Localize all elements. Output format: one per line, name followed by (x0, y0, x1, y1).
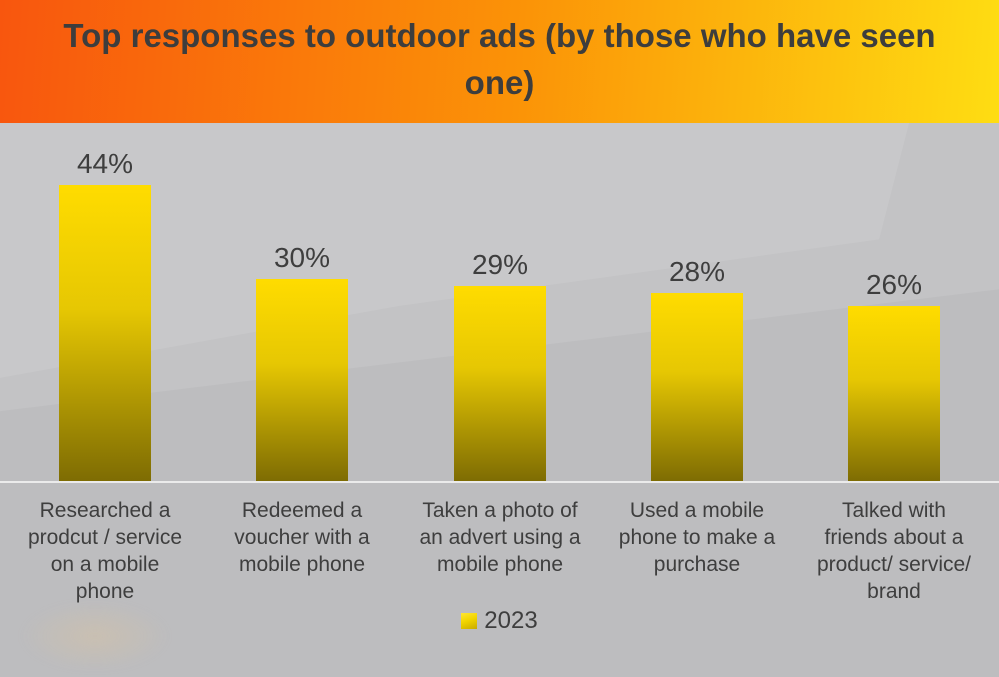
bar-2023-5 (848, 306, 940, 481)
bar-value-label: 44% (76, 148, 134, 179)
bar-2023-4 (651, 293, 743, 481)
legend: 2023 (0, 607, 999, 635)
bar-2023-2 (256, 279, 348, 481)
bar-chart: 44% 30% 29% 28% 26% Researched a prodcut / se… (0, 123, 999, 677)
category-label: Redeemed a voucher with a mobile phone (234, 499, 370, 576)
bar-value-label: 28% (668, 256, 726, 287)
legend-swatch-icon (461, 613, 478, 629)
bar-2023-1 (59, 185, 151, 481)
bar-value-label: 30% (273, 242, 331, 273)
chart-header: Top responses to outdoor ads (by those w… (0, 0, 999, 123)
chart-title: Top responses to outdoor ads (by those w… (63, 17, 936, 101)
bar-value-label: 29% (471, 249, 529, 280)
category-label: Researched a prodcut / service on a mobile… (27, 499, 183, 603)
category-label: Taken a photo of an advert using a mobile … (419, 499, 581, 576)
category-label: Used a mobile phone to make a purchase (618, 499, 776, 576)
bar-2023-3 (454, 286, 546, 481)
legend-label: 2023 (484, 607, 538, 634)
x-axis-line (0, 481, 999, 483)
category-label: Talked with friends about a product/ servi… (816, 499, 972, 603)
bar-value-label: 26% (865, 269, 923, 300)
